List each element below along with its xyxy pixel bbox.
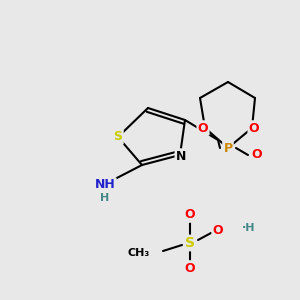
Text: P: P: [224, 142, 232, 154]
Text: N: N: [176, 149, 186, 163]
Text: S: S: [185, 236, 195, 250]
Text: O: O: [185, 262, 195, 275]
Text: CH₃: CH₃: [128, 248, 150, 258]
Text: NH: NH: [94, 178, 116, 191]
Text: S: S: [113, 130, 122, 143]
Text: O: O: [198, 122, 208, 134]
Text: H: H: [100, 193, 109, 203]
Text: O: O: [249, 122, 259, 134]
Text: O: O: [185, 208, 195, 221]
Text: O: O: [213, 224, 223, 236]
Text: O: O: [252, 148, 262, 161]
Text: ·H: ·H: [242, 223, 256, 233]
